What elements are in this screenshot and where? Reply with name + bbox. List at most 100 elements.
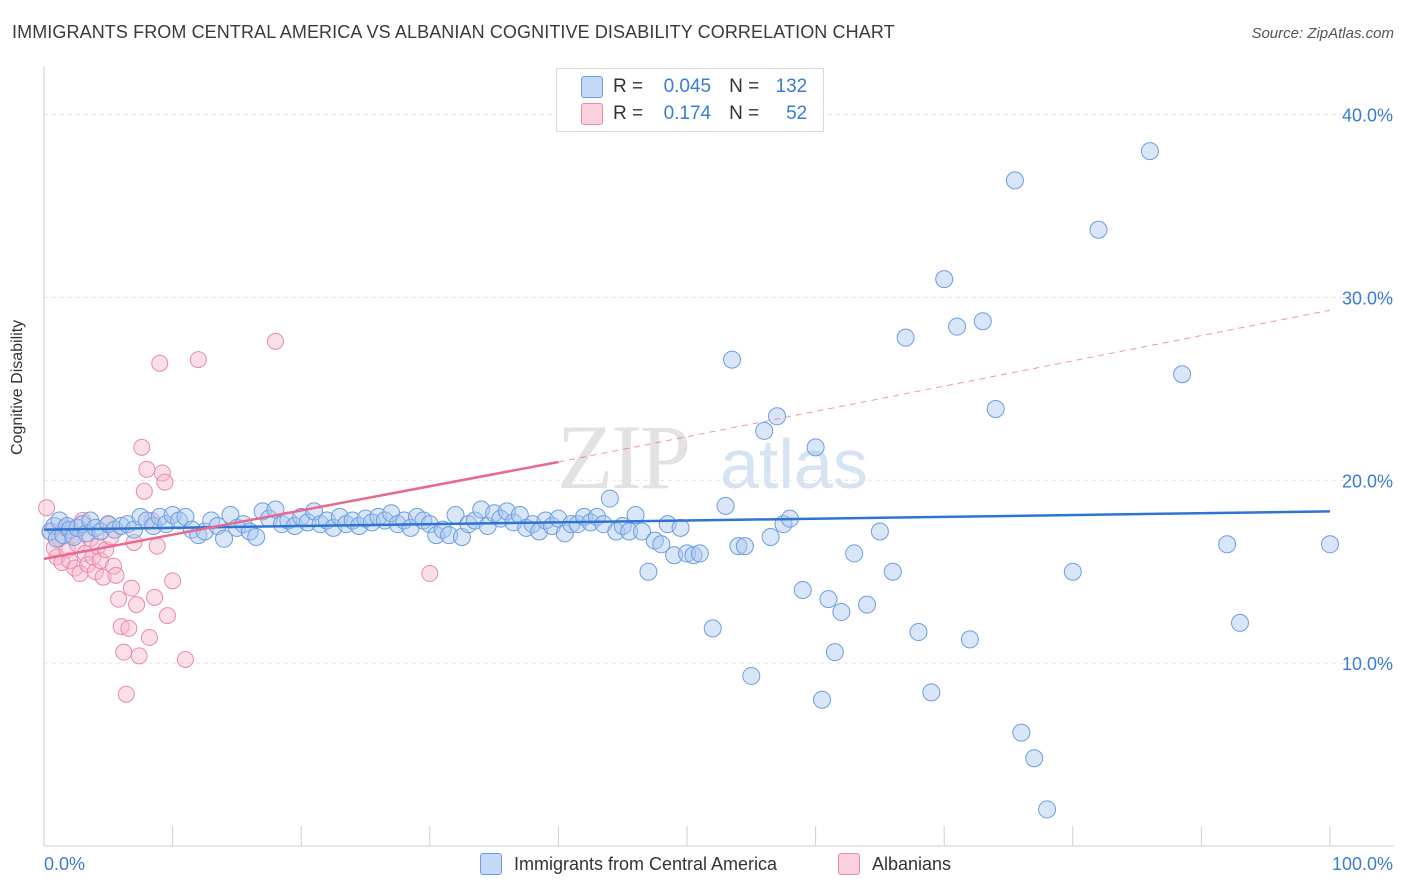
central-america-point — [735, 537, 754, 556]
central-america-point — [1012, 723, 1031, 742]
trend-lines — [43, 309, 1331, 561]
y-tick-label: 20.0% — [1342, 471, 1393, 491]
y-tick-label: 10.0% — [1342, 654, 1393, 674]
albanians-point — [156, 473, 174, 491]
legend-swatch-blue — [480, 853, 502, 875]
central-america-point — [600, 489, 619, 508]
central-america-point — [960, 630, 979, 649]
albanians-point — [107, 566, 125, 584]
legend-item-albanians: Albanians — [838, 852, 951, 876]
central-america-point — [1218, 535, 1237, 554]
albanians-point — [128, 596, 146, 614]
albanians-point — [266, 332, 284, 350]
central-america-point — [806, 438, 825, 457]
albanians-point — [148, 537, 166, 555]
source-note: Source: ZipAtlas.com — [1251, 25, 1394, 42]
central-america-point — [555, 524, 574, 543]
central-america-point — [703, 619, 722, 638]
albanians-point — [138, 460, 156, 478]
albanians-point — [122, 579, 140, 597]
central-america-points — [41, 142, 1339, 819]
y-tick-label: 30.0% — [1342, 288, 1393, 308]
central-america-trend-line — [43, 510, 1331, 531]
central-america-point — [1173, 365, 1192, 384]
watermark-atlas: atlas — [720, 425, 868, 503]
legend-row-albanians: R = 0.174 N = 52 — [581, 101, 807, 127]
axes — [43, 66, 1394, 847]
legend-r-value: 0.045 — [663, 76, 712, 97]
legend-r-label: R = — [613, 103, 644, 124]
central-america-point — [922, 683, 941, 702]
legend-n-value: 132 — [775, 76, 808, 97]
central-america-point — [671, 518, 690, 537]
central-america-point — [632, 522, 651, 541]
albanians-point — [189, 351, 207, 369]
x-tick-label: 0.0% — [44, 854, 85, 874]
central-america-point — [723, 350, 742, 369]
y-axis-label: Cognitive Disability — [9, 319, 26, 455]
gridlines — [44, 114, 1394, 664]
legend-n-value: 52 — [786, 103, 808, 124]
central-america-point — [91, 522, 110, 541]
albanians-point — [146, 588, 164, 606]
legend-label-central-america: Immigrants from Central America — [514, 853, 778, 874]
central-america-point — [729, 537, 748, 556]
legend-swatch-blue — [581, 76, 603, 98]
albanians-point — [133, 438, 151, 456]
albanians-point — [115, 643, 133, 661]
albanians-point — [151, 354, 169, 372]
central-america-point — [1063, 562, 1082, 581]
albanians-point — [158, 607, 176, 625]
albanians-point — [94, 568, 112, 586]
central-america-point — [1038, 800, 1057, 819]
central-america-point — [716, 496, 735, 515]
legend-r-label: R = — [613, 76, 644, 97]
y-tick-label: 40.0% — [1342, 106, 1393, 126]
central-america-point — [883, 562, 902, 581]
central-america-point — [845, 544, 864, 563]
central-america-point — [948, 317, 967, 336]
albanians-point — [120, 619, 138, 637]
chart-title: IMMIGRANTS FROM CENTRAL AMERICA VS ALBAN… — [12, 22, 895, 42]
central-america-point — [652, 535, 671, 554]
central-america-point — [973, 312, 992, 331]
legend-n-label: N = — [729, 103, 760, 124]
central-america-point — [1321, 535, 1339, 554]
central-america-point — [1005, 171, 1024, 190]
legend-swatch-pink — [581, 103, 603, 125]
central-america-point — [247, 527, 266, 546]
central-america-point — [825, 643, 844, 662]
central-america-point — [858, 595, 877, 614]
central-america-point — [832, 602, 851, 621]
central-america-point — [1089, 220, 1108, 239]
central-america-point — [755, 421, 774, 440]
central-america-point — [1140, 142, 1159, 161]
albanians-point — [130, 647, 148, 665]
albanians-point — [110, 590, 128, 608]
central-america-point — [690, 544, 709, 563]
central-america-point — [870, 522, 889, 541]
albanians-point — [164, 572, 182, 590]
central-america-point — [768, 407, 787, 426]
central-america-point — [742, 666, 761, 685]
central-america-point — [909, 623, 928, 642]
legend-n-label: N = — [729, 76, 760, 97]
tick-labels: 10.0% 20.0% 30.0% 40.0% 0.0% 100.0% — [44, 106, 1393, 874]
legend-item-central-america: Immigrants from Central America — [480, 852, 777, 876]
central-america-point — [626, 506, 645, 525]
albanians-point — [117, 685, 135, 703]
albanians-point — [92, 552, 110, 570]
central-america-point — [620, 522, 639, 541]
central-america-point — [1230, 613, 1249, 632]
central-america-point — [793, 581, 812, 599]
central-america-point — [819, 590, 838, 609]
legend-r-value: 0.174 — [663, 103, 712, 124]
legend-label-albanians: Albanians — [872, 853, 952, 874]
legend-swatch-pink — [838, 853, 860, 875]
albanians-point — [421, 565, 439, 583]
central-america-point — [896, 328, 915, 347]
albanians-trend-line — [43, 460, 559, 561]
central-america-point — [935, 270, 954, 289]
central-america-point — [986, 399, 1005, 418]
x-tick-label: 100.0% — [1332, 854, 1393, 874]
